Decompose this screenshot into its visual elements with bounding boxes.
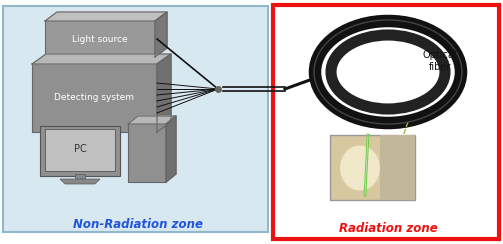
Polygon shape	[45, 12, 167, 21]
Bar	[45, 21, 155, 57]
Polygon shape	[60, 179, 100, 184]
Ellipse shape	[339, 43, 437, 101]
Bar	[40, 126, 120, 176]
Bar	[75, 174, 85, 179]
Bar	[273, 5, 499, 239]
Polygon shape	[166, 116, 176, 182]
Text: PC: PC	[73, 144, 87, 154]
Polygon shape	[155, 12, 167, 57]
Text: Detecting system: Detecting system	[54, 93, 134, 102]
Polygon shape	[157, 54, 171, 132]
Bar	[45, 129, 115, 171]
Ellipse shape	[324, 30, 452, 114]
Text: Radiation zone: Radiation zone	[339, 223, 438, 235]
Bar	[380, 135, 415, 200]
Bar	[3, 6, 268, 232]
Polygon shape	[32, 54, 171, 64]
Text: Light source: Light source	[72, 34, 128, 43]
Bar	[32, 64, 157, 132]
Bar	[128, 124, 166, 182]
Text: Optical
fiber: Optical fiber	[423, 50, 457, 72]
Text: Non-Radiation zone: Non-Radiation zone	[73, 217, 203, 231]
Ellipse shape	[340, 145, 380, 191]
Polygon shape	[128, 116, 176, 124]
Bar	[330, 135, 415, 200]
